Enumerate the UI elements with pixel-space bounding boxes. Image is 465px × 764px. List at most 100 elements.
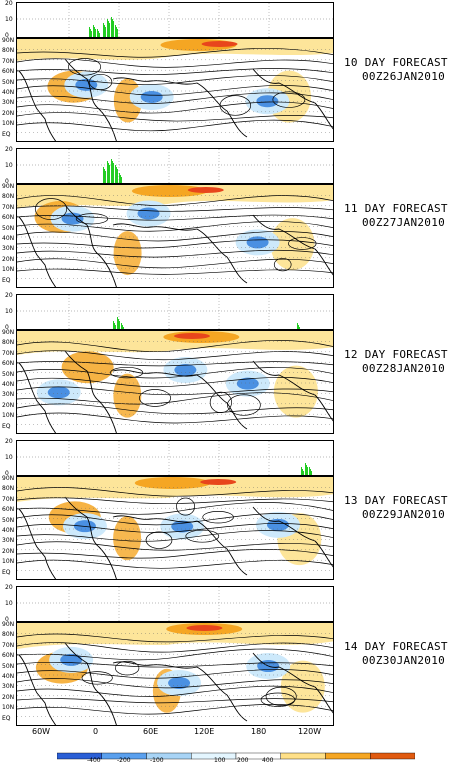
lat-label: 60N <box>2 506 15 514</box>
contour-line <box>34 198 68 220</box>
contour-line <box>17 685 333 697</box>
strip-bar <box>91 31 92 37</box>
strip-bar <box>123 327 124 329</box>
strip-bar <box>107 19 108 37</box>
lat-label: 40N <box>2 235 15 242</box>
lat-label: EQ <box>2 714 11 722</box>
forecast-title: 14 DAY FORECAST <box>344 640 448 653</box>
lat-label: 10N <box>2 412 15 420</box>
lat-label: 90N <box>2 475 15 482</box>
forecast-title: 10 DAY FORECAST <box>344 56 448 69</box>
lat-label: 60N <box>2 360 15 368</box>
contour-line <box>17 361 333 367</box>
forecast-title: 12 DAY FORECAST <box>344 348 448 361</box>
strip-bar <box>97 29 98 37</box>
strip-bar <box>118 319 119 329</box>
bar-strip <box>16 440 335 477</box>
lat-label: 30N <box>2 391 15 399</box>
contour-line <box>17 403 333 415</box>
lat-label: 20N <box>2 109 15 117</box>
strip-ytick-label: 0 <box>5 470 9 477</box>
bar-strip <box>16 2 335 39</box>
strip-bar <box>112 161 113 183</box>
lat-label: 10N <box>2 120 15 128</box>
contour-line <box>17 648 333 661</box>
lon-label-120w: 120W <box>298 727 322 736</box>
contour-line <box>260 692 296 707</box>
contour-line <box>17 487 333 497</box>
lon-label-0: 0 <box>93 727 99 736</box>
bar-strip-plot <box>17 149 335 185</box>
contour-line <box>288 237 317 250</box>
strip-bar <box>111 159 112 183</box>
contour-line <box>17 530 333 542</box>
lat-label: 80N <box>2 631 15 639</box>
strip-bar <box>90 29 91 37</box>
lat-label: 30N <box>2 245 15 253</box>
colorbar-label-200: 200 <box>237 757 249 764</box>
lat-label: 80N <box>2 339 15 347</box>
strip-bar <box>111 17 112 37</box>
strip-bar <box>93 25 94 37</box>
strip-bar <box>297 323 298 329</box>
strip-ytick-label: 0 <box>5 616 9 623</box>
strip-bar <box>117 29 118 37</box>
contour-line <box>139 389 171 407</box>
positive-anomaly-area <box>17 331 333 355</box>
contour-line <box>17 258 333 269</box>
lat-label: 20N <box>2 693 15 701</box>
lat-label: 70N <box>2 495 15 503</box>
contour-line <box>17 340 333 352</box>
contour-line <box>17 239 333 249</box>
strip-bar <box>99 33 100 37</box>
strip-ytick-label: 10 <box>5 162 13 169</box>
forecast-date: 00Z29JAN2010 <box>362 508 446 521</box>
negative-anomaly-area <box>236 377 259 390</box>
positive-anomaly-area <box>113 231 142 276</box>
contour-line <box>17 221 333 232</box>
strip-bar <box>109 23 110 37</box>
strip-ytick-label: 0 <box>5 324 9 331</box>
strip-ytick-label: 0 <box>5 178 9 185</box>
bar-strip <box>16 148 335 185</box>
lon-label-180: 180 <box>251 727 267 736</box>
positive-anomaly-area <box>273 365 318 418</box>
anomaly-map-plot <box>17 39 333 141</box>
forecast-date: 00Z28JAN2010 <box>362 362 446 375</box>
negative-anomaly-area <box>47 386 70 399</box>
contour-line <box>17 48 333 58</box>
negative-anomaly-area <box>246 236 269 249</box>
coastline <box>18 496 333 579</box>
contour-line <box>17 377 333 388</box>
contour-line <box>185 529 220 543</box>
lat-label: 70N <box>2 57 15 65</box>
colorbar-label-400: 400 <box>262 757 274 764</box>
lat-label: 70N <box>2 349 15 357</box>
strip-ytick-label: 10 <box>5 308 13 315</box>
colorbar-label-100: 100 <box>214 757 226 764</box>
bar-strip-plot <box>17 441 335 477</box>
strip-bar <box>298 325 299 329</box>
anomaly-map <box>16 476 334 580</box>
negative-anomaly-area <box>256 95 279 108</box>
negative-anomaly-area <box>137 207 160 220</box>
negative-anomaly-area <box>266 518 289 531</box>
lat-label: 10N <box>2 558 15 566</box>
lat-label: 50N <box>2 78 15 86</box>
lat-label: EQ <box>2 276 11 284</box>
negative-anomaly-area <box>171 520 194 533</box>
strip-ytick-label: 20 <box>5 146 13 153</box>
lat-label: 60N <box>2 68 15 76</box>
lon-label-120e: 120E <box>194 727 215 736</box>
coastline <box>18 350 333 433</box>
colorbar-label-neg100: -100 <box>150 757 164 764</box>
strip-bar <box>105 27 106 37</box>
contour-line <box>17 633 333 643</box>
strip-bar <box>89 27 90 37</box>
lat-label: 90N <box>2 621 15 628</box>
anomaly-map-plot <box>17 623 333 725</box>
strip-ytick-label: 10 <box>5 600 13 607</box>
contour-line <box>81 671 113 685</box>
lat-label: 70N <box>2 203 15 211</box>
lat-label: 80N <box>2 47 15 55</box>
